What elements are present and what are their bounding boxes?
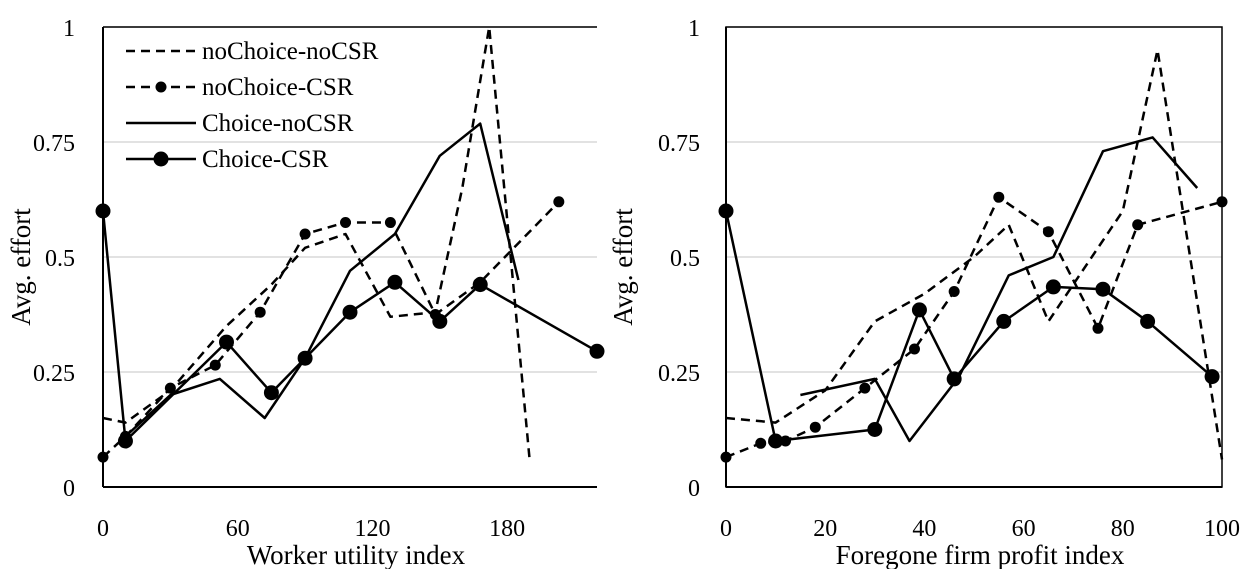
series-line-Choice-CSR: [101, 210, 598, 443]
data-point-noChoice-CSR: [299, 228, 311, 240]
y-axis-title: Avg. effort: [608, 208, 638, 326]
data-point-Choice-CSR: [946, 371, 962, 387]
data-point-Choice-CSR: [1045, 279, 1061, 295]
y-tick-label: 0: [688, 476, 700, 502]
data-point-noChoice-CSR: [859, 382, 871, 394]
x-tick-label: 80: [1111, 516, 1135, 542]
x-tick-label: 60: [226, 516, 250, 542]
data-point-noChoice-CSR: [209, 359, 221, 371]
x-tick-label: 60: [1012, 516, 1036, 542]
data-point-Choice-CSR: [589, 343, 605, 359]
legend-item: Choice-noCSR: [126, 110, 354, 137]
y-tick-label: 0.5: [45, 246, 75, 272]
data-point-Choice-CSR: [342, 304, 358, 320]
data-point-noChoice-CSR: [384, 217, 396, 228]
data-point-Choice-CSR: [1095, 281, 1111, 297]
x-tick-label: 0: [720, 516, 732, 542]
x-axis-title: Worker utility index: [247, 540, 466, 569]
data-point-noChoice-CSR: [1092, 322, 1104, 334]
y-tick-label: 0.25: [658, 361, 700, 387]
y-tick-label: 1: [688, 16, 700, 42]
data-point-Choice-CSR: [867, 422, 883, 437]
series-line-Choice-noCSR: [800, 136, 1199, 443]
data-point-Choice-CSR: [432, 313, 448, 329]
chart-panel-1: 0 0.25 0.5 0.75 1 0 60 120 180 Worker utility ind…: [6, 16, 605, 569]
legend-item: Choice-CSR: [126, 146, 329, 173]
legend-label: noChoice-noCSR: [202, 38, 379, 65]
data-point-Choice-CSR: [1204, 369, 1220, 385]
data-point-noChoice-CSR: [254, 306, 266, 318]
legend-label: Choice-noCSR: [202, 110, 354, 137]
chart-panel-2: 0 0.25 0.5 0.75 1 0 20 40 60 80 100 Foregone firm p…: [608, 16, 1240, 569]
legend-marker: [153, 151, 169, 167]
x-tick-label: 20: [813, 516, 837, 542]
data-point-Choice-CSR: [718, 203, 734, 219]
data-point-Choice-CSR: [95, 203, 111, 219]
series-line-noChoice-noCSR: [725, 48, 1224, 460]
series-line-noChoice-CSR: [725, 195, 1223, 459]
data-point-noChoice-CSR: [948, 286, 960, 297]
x-tick-label: 100: [1204, 516, 1240, 542]
data-point-noChoice-CSR: [1042, 226, 1054, 238]
x-axis-title: Foregone firm profit index: [836, 540, 1125, 569]
series-line-Choice-noCSR: [124, 122, 520, 438]
data-point-Choice-CSR: [219, 334, 234, 350]
legend-item: noChoice-noCSR: [126, 38, 379, 65]
y-tick-label: 0.75: [33, 131, 75, 157]
data-point-noChoice-CSR: [720, 451, 732, 463]
data-point-noChoice-CSR: [809, 421, 821, 433]
legend-marker: [155, 81, 167, 93]
legend: noChoice-noCSR noChoice-CSR Choice-noCSR Ch…: [126, 38, 379, 173]
data-point-noChoice-CSR: [1132, 219, 1144, 231]
x-tick-label: 40: [912, 516, 936, 542]
y-tick-label: 0: [63, 476, 75, 502]
series-line-Choice-CSR: [724, 210, 1213, 443]
plot-area: [718, 48, 1228, 463]
data-point-Choice-CSR: [1140, 313, 1156, 329]
data-point-noChoice-CSR: [164, 382, 176, 394]
data-point-Choice-CSR: [117, 433, 133, 449]
data-point-Choice-CSR: [768, 433, 784, 449]
data-point-noChoice-CSR: [1216, 196, 1228, 208]
data-point-Choice-CSR: [911, 302, 927, 318]
legend-item: noChoice-CSR: [126, 74, 354, 101]
data-point-Choice-CSR: [996, 313, 1012, 329]
legend-label: noChoice-CSR: [202, 74, 354, 101]
data-point-noChoice-CSR: [755, 437, 767, 449]
plot-area: [95, 25, 605, 463]
data-point-Choice-CSR: [263, 385, 279, 401]
data-point-noChoice-CSR: [553, 196, 565, 208]
data-point-noChoice-CSR: [993, 191, 1005, 203]
y-tick-label: 1: [63, 16, 75, 42]
y-tick-label: 0.25: [33, 361, 75, 387]
data-point-noChoice-CSR: [97, 451, 109, 463]
y-axis-title: Avg. effort: [6, 208, 36, 326]
data-point-Choice-CSR: [387, 274, 403, 290]
data-point-Choice-CSR: [297, 350, 313, 366]
y-tick-label: 0.5: [670, 246, 700, 272]
x-tick-label: 120: [354, 516, 390, 542]
y-tick-label: 0.75: [658, 131, 700, 157]
legend-label: Choice-CSR: [202, 146, 329, 173]
data-point-Choice-CSR: [472, 277, 488, 293]
x-tick-label: 180: [489, 516, 525, 542]
data-point-noChoice-CSR: [340, 217, 352, 228]
x-tick-label: 0: [97, 516, 109, 542]
data-point-noChoice-CSR: [908, 343, 920, 355]
